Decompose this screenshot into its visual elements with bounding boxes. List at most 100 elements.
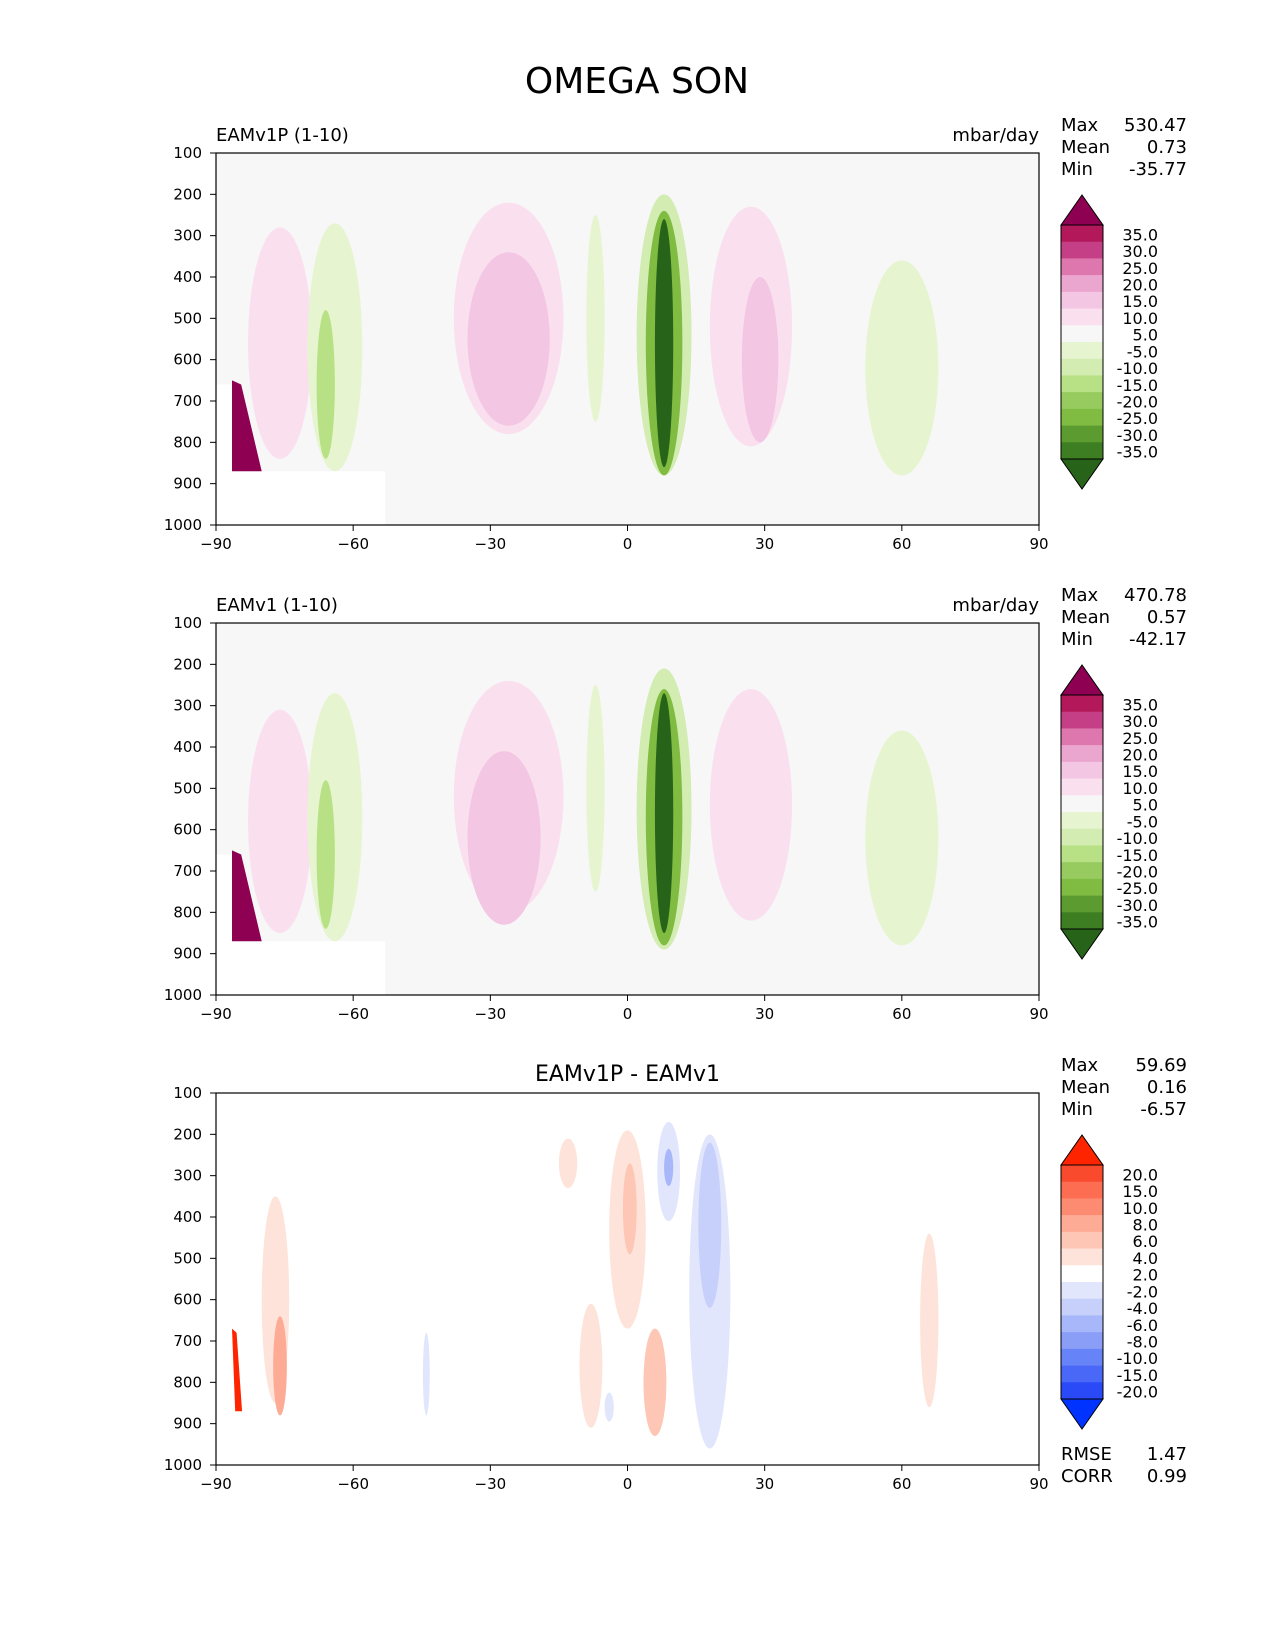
colorbar-band	[1061, 375, 1103, 393]
negative-contour	[586, 215, 605, 422]
stat-label: CORR	[1061, 1466, 1113, 1487]
colorbar-label: -30.0	[1117, 896, 1158, 915]
colorbar-band	[1061, 878, 1103, 896]
colorbar-label: -5.0	[1127, 342, 1158, 361]
x-tick-label: 90	[1029, 1475, 1048, 1493]
stat-value: -35.77	[1129, 159, 1187, 180]
y-tick-label: 400	[173, 268, 202, 286]
y-tick-label: 800	[173, 433, 202, 451]
x-tick-label: 0	[623, 535, 633, 553]
y-tick-label: 1000	[164, 1456, 202, 1474]
y-tick-label: 300	[173, 1167, 202, 1185]
colorbar-label: 5.0	[1133, 796, 1158, 815]
colorbar-extend-max	[1060, 1134, 1104, 1166]
positive-contour	[467, 751, 541, 925]
colorbar-band	[1061, 1332, 1103, 1350]
colorbar-label: 15.0	[1122, 292, 1158, 311]
colorbar-band	[1061, 1231, 1103, 1249]
negative-contour	[654, 693, 674, 934]
colorbar-label: 20.0	[1122, 1165, 1158, 1184]
colorbar-label: 10.0	[1122, 779, 1158, 798]
contour-field	[232, 1121, 939, 1449]
x-tick-label: −30	[475, 1005, 507, 1023]
colorbar-band	[1061, 241, 1103, 259]
stat-label: Mean	[1061, 1077, 1110, 1098]
stat-value: 530.47	[1124, 115, 1187, 136]
negative-contour	[654, 219, 674, 468]
positive-contour	[248, 709, 313, 934]
panel-diff: −90 −60 −30 0 30 60 90 100 200 300 400 500 600 700 800…	[164, 1055, 1187, 1493]
colorbar-band	[1061, 442, 1103, 460]
colorbar-label: -35.0	[1117, 443, 1158, 462]
y-tick-label: 1000	[164, 516, 202, 534]
colorbar-label: -15.0	[1117, 846, 1158, 865]
x-tick-label: −90	[200, 1475, 232, 1493]
colorbar-band	[1061, 895, 1103, 913]
stat-label: Mean	[1061, 137, 1110, 158]
colorbar-band	[1061, 1282, 1103, 1300]
negative-contour	[586, 685, 605, 892]
colorbar-label: -6.0	[1127, 1316, 1158, 1335]
positive-contour	[622, 1163, 637, 1255]
y-tick-label: 600	[173, 351, 202, 369]
x-tick-label: −90	[200, 1005, 232, 1023]
negative-contour	[422, 1332, 430, 1416]
x-tick-label: 60	[892, 1005, 911, 1023]
colorbar-label: 35.0	[1122, 225, 1158, 244]
negative-contour	[316, 780, 335, 929]
negative-contour	[865, 730, 939, 946]
colorbar-label: 4.0	[1133, 1249, 1158, 1268]
colorbar-label: 15.0	[1122, 1182, 1158, 1201]
colorbar-band	[1061, 711, 1103, 729]
y-tick-label: 600	[173, 1291, 202, 1309]
negative-contour	[865, 260, 939, 476]
stat-label: Mean	[1061, 607, 1110, 628]
colorbar-band	[1061, 275, 1103, 293]
x-tick-label: −30	[475, 1475, 507, 1493]
panel-left-title: EAMv1 (1-10)	[216, 595, 338, 616]
colorbar-label: -5.0	[1127, 812, 1158, 831]
colorbar-extend-min	[1060, 928, 1104, 960]
colorbar-band	[1061, 828, 1103, 846]
colorbar-label: 15.0	[1122, 762, 1158, 781]
positive-contour	[920, 1233, 939, 1408]
colorbar-frame	[1060, 694, 1104, 930]
colorbar-label: 20.0	[1122, 276, 1158, 295]
colorbar-band	[1061, 342, 1103, 360]
y-tick-label: 200	[173, 1125, 202, 1143]
positive-contour	[232, 850, 262, 942]
stat-value: 1.47	[1147, 1444, 1187, 1465]
x-tick-label: 30	[755, 1475, 774, 1493]
colorbar-label: -30.0	[1117, 426, 1158, 445]
panel-test: −90 −60 −30 0 30 60 90 100 200 300 400 500 600 700 800…	[164, 115, 1187, 553]
colorbar-band	[1061, 812, 1103, 830]
y-tick-label: 500	[173, 779, 202, 797]
stat-value: 470.78	[1124, 585, 1187, 606]
colorbar-band	[1061, 1348, 1103, 1366]
colorbar-label: -10.0	[1117, 1349, 1158, 1368]
negative-contour	[307, 693, 363, 942]
x-tick-label: 60	[892, 1475, 911, 1493]
colorbar-extend-max	[1060, 194, 1104, 226]
negative-contour	[664, 1148, 674, 1186]
stat-label: Min	[1061, 629, 1093, 650]
negative-contour	[604, 1392, 614, 1422]
negative-contour	[698, 1142, 722, 1308]
y-tick-label: 100	[173, 144, 202, 162]
colorbar-extend-min	[1060, 458, 1104, 490]
colorbar-label: -8.0	[1127, 1333, 1158, 1352]
masked-region	[216, 854, 386, 995]
colorbar-band	[1061, 862, 1103, 880]
stat-value: -42.17	[1129, 629, 1187, 650]
y-tick-label: 200	[173, 655, 202, 673]
colorbar-frame	[1060, 224, 1104, 460]
x-tick-label: −30	[475, 535, 507, 553]
colorbar-band	[1061, 778, 1103, 796]
colorbar-band	[1061, 258, 1103, 276]
colorbar-band	[1061, 1165, 1103, 1183]
y-tick-label: 200	[173, 185, 202, 203]
colorbar-band	[1061, 408, 1103, 426]
y-tick-label: 800	[173, 903, 202, 921]
colorbar-band	[1061, 795, 1103, 813]
colorbar-frame	[1060, 1164, 1104, 1400]
